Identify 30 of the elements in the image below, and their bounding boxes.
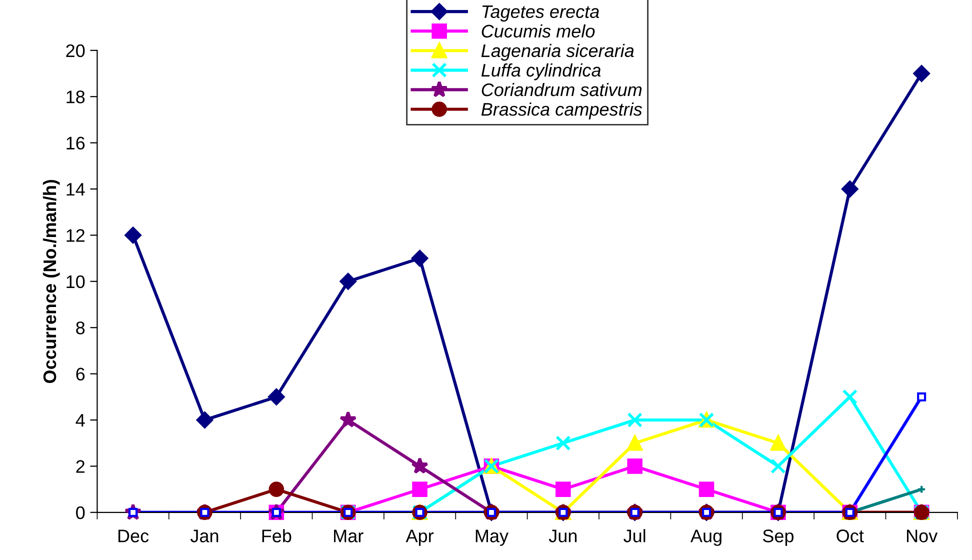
x-tick-label: Dec bbox=[118, 530, 149, 542]
y-tick-label: 10 bbox=[66, 275, 85, 288]
legend-label: Coriandrum sativum bbox=[482, 82, 642, 96]
y-tick-label: 8 bbox=[76, 322, 85, 334]
x-tick-label: Nov bbox=[907, 530, 938, 542]
x-tick-label: Sep bbox=[762, 530, 794, 546]
x-tick-label: Aug bbox=[690, 530, 722, 546]
legend-label: Tagetes erecta bbox=[482, 5, 600, 22]
y-tick-label: 16 bbox=[66, 136, 85, 150]
y-tick-label: 6 bbox=[76, 368, 85, 381]
x-tick-label: Apr bbox=[406, 530, 434, 546]
y-tick-label: 0 bbox=[76, 506, 85, 520]
x-tick-label: Oct bbox=[836, 530, 864, 542]
legend-label: Lagenaria siceraria bbox=[481, 44, 634, 61]
y-tick-label: 12 bbox=[66, 229, 84, 242]
legend-label: Cucumis melo bbox=[482, 24, 595, 38]
legend-label: Brassica campestris bbox=[481, 102, 642, 120]
y-tick-label: 14 bbox=[66, 183, 85, 196]
x-tick-label: May bbox=[476, 530, 508, 546]
y-tick-label: 4 bbox=[76, 414, 85, 427]
x-tick-label: Mar bbox=[334, 530, 364, 542]
y-axis-title: Occurrence (No./man/h) bbox=[42, 180, 60, 383]
legend-label: Luffa cylindrica bbox=[481, 63, 601, 80]
y-tick-label: 18 bbox=[66, 90, 85, 104]
x-tick-label: Jun bbox=[548, 530, 577, 542]
x-tick-label: Jul bbox=[624, 529, 646, 542]
x-tick-label: Jan bbox=[190, 530, 218, 542]
y-tick-label: 20 bbox=[66, 44, 85, 58]
y-tick-label: 2 bbox=[76, 460, 84, 473]
x-tick-label: Feb bbox=[262, 529, 292, 542]
